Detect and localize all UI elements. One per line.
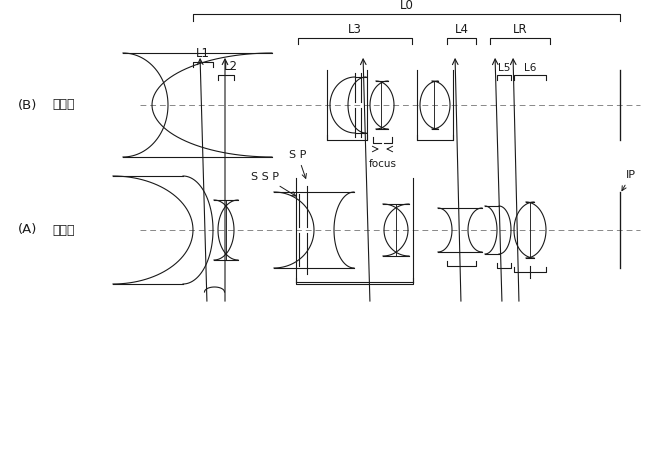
Text: IP: IP [622,170,636,191]
Text: 広角端: 広角端 [52,224,75,236]
Text: focus: focus [369,159,396,169]
Text: L3: L3 [348,23,362,36]
Text: S P: S P [289,150,306,179]
Text: (A): (A) [18,224,38,236]
Text: L1: L1 [196,47,210,60]
Text: L4: L4 [454,23,469,36]
Text: L5: L5 [498,63,510,73]
Text: (B): (B) [18,98,38,112]
Text: 望遠端: 望遠端 [52,98,75,112]
Text: L2: L2 [224,60,238,73]
Text: L6: L6 [524,63,536,73]
Text: LR: LR [513,23,527,36]
Text: S S P: S S P [251,172,296,196]
Text: L0: L0 [400,0,413,12]
